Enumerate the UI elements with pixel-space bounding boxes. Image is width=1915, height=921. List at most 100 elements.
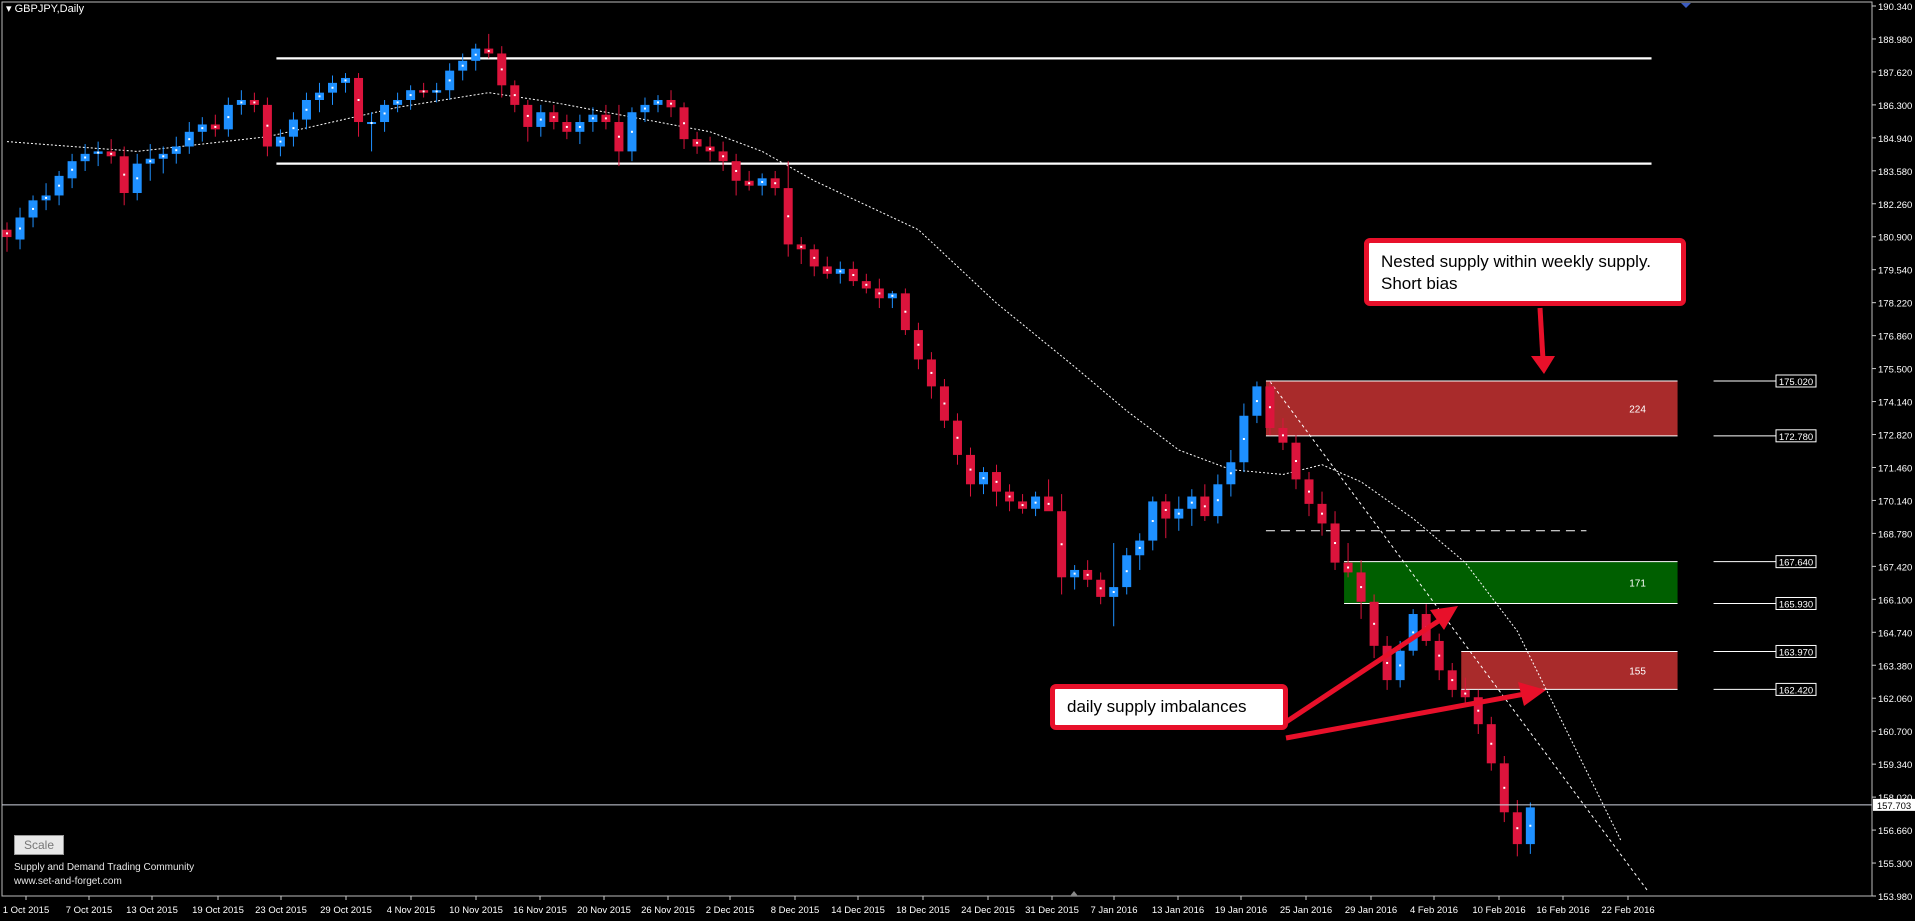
y-tick-label: 176.860 [1878, 332, 1912, 343]
candle [1031, 491, 1041, 517]
candle-dot [396, 101, 399, 104]
candle [835, 261, 845, 284]
candle [380, 99, 390, 132]
candle [679, 102, 689, 149]
candle [861, 273, 871, 294]
candle-dot [227, 116, 230, 119]
current-price-box [1873, 798, 1915, 811]
candle [1408, 609, 1418, 656]
candle-dot [565, 125, 568, 128]
candle [41, 183, 51, 211]
x-tick-label: 7 Jan 2016 [1090, 905, 1137, 916]
x-tick-label: 10 Feb 2016 [1472, 905, 1525, 916]
zone-price-label: 175.020 [1779, 377, 1813, 388]
candle-dot [657, 101, 659, 104]
candle-dot [604, 117, 607, 120]
x-tick-label: 29 Oct 2015 [320, 905, 372, 916]
candle [301, 92, 311, 130]
candle [367, 112, 377, 152]
candle [653, 95, 663, 113]
candle-dot [1386, 661, 1389, 664]
candle-dot [331, 86, 334, 89]
candle-dot [487, 50, 490, 53]
candle [536, 104, 546, 137]
candle [1161, 494, 1171, 539]
x-tick-label: 14 Dec 2015 [831, 905, 885, 916]
candle-dot [474, 53, 477, 56]
candle [354, 73, 364, 137]
candle [1096, 572, 1106, 605]
candle-dot [461, 64, 464, 67]
candle-dot [761, 180, 764, 183]
candle [1005, 484, 1015, 512]
candle [497, 46, 507, 98]
candle-dot [45, 196, 48, 199]
candle [1239, 403, 1249, 473]
candle-dot [136, 177, 139, 180]
x-tick-label: 1 Oct 2015 [3, 905, 49, 916]
zone-price-box [1775, 682, 1817, 696]
candle [275, 129, 285, 157]
scale-button[interactable]: Scale [14, 835, 64, 855]
candle-dot [1529, 824, 1532, 827]
candle-dot [904, 310, 907, 313]
candle [458, 53, 468, 81]
candle-dot [383, 112, 386, 115]
candle-dot [513, 94, 516, 97]
candle-dot [357, 98, 360, 101]
candle [992, 464, 1002, 507]
callout-arrow-head-icon [1531, 356, 1555, 374]
candle-dot [240, 101, 243, 104]
candle-dot [969, 468, 972, 471]
candle [1044, 479, 1054, 512]
candle-dot [162, 155, 165, 158]
candle-dot [58, 184, 61, 187]
candle-dot [84, 156, 87, 159]
candle [1109, 543, 1119, 627]
candle [783, 161, 793, 257]
candle-dot [722, 155, 725, 158]
candle-dot [1216, 499, 1219, 502]
candle-dot [1321, 512, 1324, 515]
y-tick-label: 184.940 [1878, 134, 1912, 145]
x-tick-label: 16 Nov 2015 [513, 905, 567, 916]
y-tick-label: 153.980 [1878, 892, 1912, 903]
candle [900, 288, 910, 335]
candle-dot [800, 245, 803, 248]
candle-dot [1347, 566, 1350, 569]
callout-nested-supply-line2: Short bias [1381, 274, 1458, 293]
candle-dot [1021, 504, 1024, 507]
x-tick-label: 8 Dec 2015 [771, 905, 820, 916]
candle-dot [1503, 786, 1506, 789]
candle [1343, 543, 1353, 578]
candle [1291, 435, 1301, 490]
candle-dot [1490, 742, 1493, 745]
collapse-triangle-icon[interactable]: ▾ [6, 3, 12, 15]
candle-dot [32, 207, 35, 210]
candle-dot [292, 127, 295, 130]
candle [1200, 484, 1210, 522]
zone-price-label: 162.420 [1779, 685, 1813, 696]
candle-dot [539, 118, 542, 121]
candle [1434, 633, 1444, 681]
current-price-label: 157.703 [1877, 801, 1911, 812]
y-tick-label: 156.660 [1878, 826, 1912, 837]
candle-dot [1112, 590, 1115, 593]
candle-dot [1073, 572, 1076, 575]
y-tick-label: 168.780 [1878, 529, 1912, 540]
bottom-marker-icon [1070, 891, 1078, 896]
candle [471, 43, 481, 71]
candle [809, 244, 819, 277]
candle-dot [71, 168, 74, 171]
candle [445, 63, 455, 100]
candle-dot [1138, 546, 1141, 549]
callout-arrow-head-icon [1518, 682, 1546, 706]
candle [419, 82, 429, 98]
candle-dot [448, 79, 451, 82]
candle [314, 82, 324, 113]
candle-dot [1151, 520, 1154, 523]
candle-dot [1190, 501, 1193, 504]
candle [1330, 511, 1340, 570]
candle-dot [526, 114, 529, 117]
